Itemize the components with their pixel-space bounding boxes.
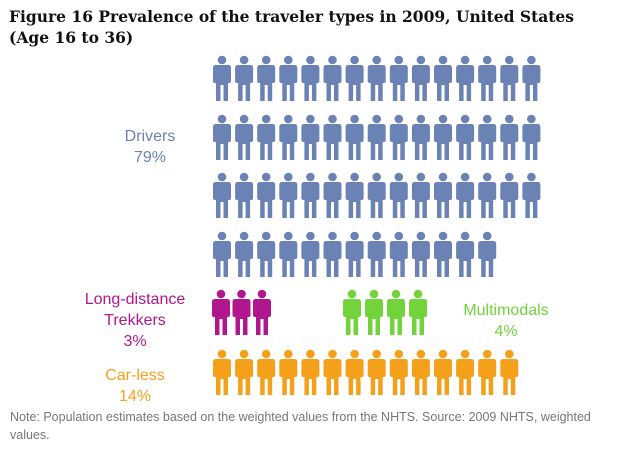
carless-person-icon xyxy=(389,349,408,395)
drivers-person-icon xyxy=(345,114,364,160)
drivers-person-icon xyxy=(411,231,430,277)
trekkers-label: Long-distance Trekkers 3% xyxy=(70,289,200,352)
multimodals-label-value: 4% xyxy=(494,323,518,340)
drivers-person-icon xyxy=(456,231,475,277)
trekkers-label-name-line1: Long-distance xyxy=(84,291,186,308)
drivers-person-icon xyxy=(279,172,298,218)
carless-person-icon xyxy=(213,349,231,395)
drivers-person-icon xyxy=(478,231,497,277)
drivers-person-icon xyxy=(213,231,231,277)
carless-person-icon xyxy=(345,349,364,395)
drivers-person-icon xyxy=(257,55,276,101)
drivers-person-icon xyxy=(279,55,298,101)
multimodals-person-icon xyxy=(387,289,405,335)
trekkers-person-icon xyxy=(232,289,251,335)
drivers-person-icon xyxy=(235,231,254,277)
source-note: Note: Population estimates based on the … xyxy=(10,410,591,442)
drivers-label-value: 79% xyxy=(133,149,167,166)
chart-title: Figure 16 Prevalence of the traveler typ… xyxy=(9,7,575,47)
drivers-person-icon xyxy=(301,231,320,277)
drivers-person-icon xyxy=(478,55,497,101)
drivers-person-icon xyxy=(389,231,408,277)
drivers-person-icon xyxy=(434,172,452,218)
drivers-person-icon xyxy=(500,172,519,218)
drivers-person-icon xyxy=(235,172,254,218)
carless-label-name: Car-less xyxy=(105,367,165,384)
carless-person-icon xyxy=(456,349,475,395)
drivers-person-icon xyxy=(235,114,254,160)
drivers-person-icon xyxy=(478,114,497,160)
drivers-person-icon xyxy=(367,231,386,277)
drivers-person-icon xyxy=(367,114,386,160)
multimodals-label: Multimodals 4% xyxy=(436,300,576,342)
drivers-person-icon xyxy=(301,114,320,160)
drivers-person-icon xyxy=(389,114,408,160)
drivers-person-icon xyxy=(345,55,364,101)
drivers-person-icon xyxy=(522,114,541,160)
drivers-person-icon xyxy=(500,55,519,101)
drivers-person-icon xyxy=(456,55,475,101)
drivers-person-icon xyxy=(367,172,386,218)
drivers-person-icon xyxy=(411,172,430,218)
carless-person-icon xyxy=(301,349,320,395)
carless-person-icon xyxy=(500,349,519,395)
drivers-person-icon xyxy=(522,55,541,101)
drivers-label: Drivers 79% xyxy=(90,126,210,168)
carless-label: Car-less 14% xyxy=(80,365,190,407)
drivers-person-icon xyxy=(301,172,320,218)
carless-label-value: 14% xyxy=(118,388,152,405)
drivers-person-icon xyxy=(257,114,276,160)
drivers-person-icon xyxy=(456,172,475,218)
carless-person-icon xyxy=(235,349,254,395)
trekkers-person-icon xyxy=(253,289,271,335)
trekkers-label-name-line2: Trekkers xyxy=(104,312,166,329)
carless-person-icon xyxy=(411,349,430,395)
drivers-person-icon xyxy=(301,55,320,101)
carless-person-icon xyxy=(367,349,386,395)
drivers-person-icon xyxy=(323,114,342,160)
drivers-person-icon xyxy=(456,114,475,160)
drivers-person-icon xyxy=(345,231,364,277)
drivers-person-icon xyxy=(257,231,276,277)
drivers-person-icon xyxy=(235,55,254,101)
drivers-person-icon xyxy=(411,114,430,160)
drivers-person-icon xyxy=(213,172,231,218)
multimodals-person-icon xyxy=(343,289,361,335)
drivers-person-icon xyxy=(213,114,231,160)
multimodals-person-icon xyxy=(365,289,383,335)
carless-person-icon xyxy=(478,349,497,395)
drivers-label-name: Drivers xyxy=(124,128,176,145)
drivers-person-icon xyxy=(323,55,342,101)
drivers-person-icon xyxy=(213,55,231,101)
multimodals-person-icon xyxy=(409,289,427,335)
trekkers-person-icon xyxy=(212,289,230,335)
drivers-person-icon xyxy=(367,55,386,101)
drivers-person-icon xyxy=(345,172,364,218)
drivers-person-icon xyxy=(279,231,298,277)
drivers-person-icon xyxy=(257,172,276,218)
trekkers-label-value: 3% xyxy=(123,333,147,350)
drivers-person-icon xyxy=(323,231,342,277)
multimodals-label-name: Multimodals xyxy=(463,302,549,319)
drivers-person-icon xyxy=(434,231,452,277)
carless-person-icon xyxy=(323,349,342,395)
drivers-person-icon xyxy=(389,172,408,218)
drivers-person-icon xyxy=(434,55,452,101)
drivers-person-icon xyxy=(522,172,541,218)
drivers-person-icon xyxy=(389,55,408,101)
drivers-person-icon xyxy=(323,172,342,218)
drivers-person-icon xyxy=(478,172,497,218)
drivers-person-icon xyxy=(411,55,430,101)
drivers-person-icon xyxy=(500,114,519,160)
carless-person-icon xyxy=(434,349,452,395)
carless-person-icon xyxy=(257,349,276,395)
drivers-person-icon xyxy=(434,114,452,160)
carless-person-icon xyxy=(279,349,298,395)
drivers-person-icon xyxy=(279,114,298,160)
